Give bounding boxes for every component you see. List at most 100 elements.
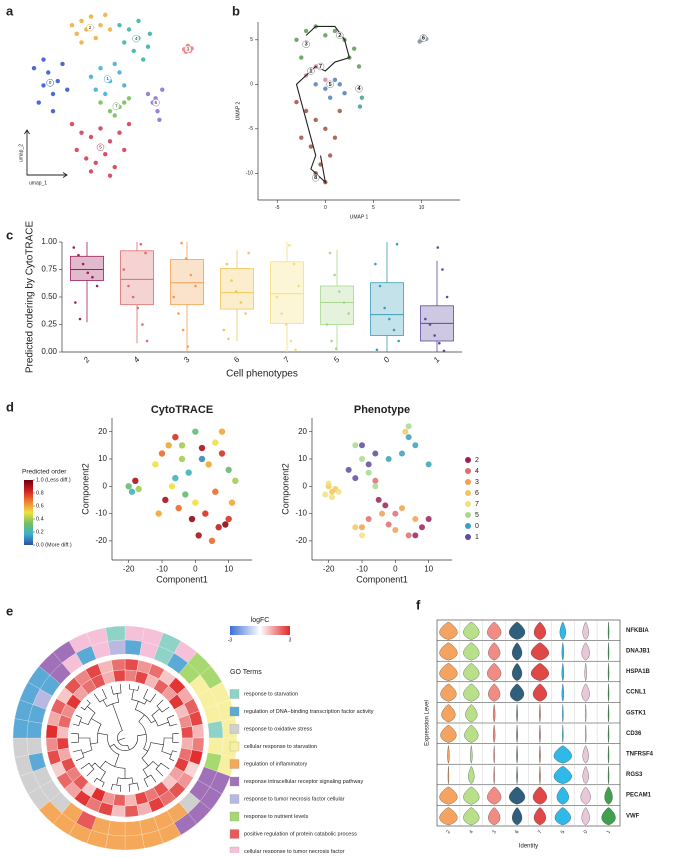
y-tick-label: 10 [98, 454, 107, 463]
violin [509, 786, 526, 805]
x-tick-label: 5 [372, 205, 375, 211]
violin [607, 621, 610, 640]
point [65, 87, 70, 92]
violin [539, 704, 541, 723]
point [412, 442, 419, 449]
x-tick-label: 0 [193, 565, 198, 574]
y-tick-label: -5 [249, 126, 254, 132]
violin [533, 807, 547, 826]
point [198, 455, 206, 463]
point [122, 83, 127, 88]
point [46, 70, 51, 75]
violin [607, 663, 610, 681]
point [383, 306, 386, 310]
violin [510, 683, 525, 702]
violin [439, 786, 458, 805]
point [208, 537, 216, 545]
point [79, 130, 84, 135]
legend-swatch [465, 479, 471, 485]
point [228, 499, 236, 506]
point [50, 109, 56, 114]
point [41, 83, 46, 88]
violin [447, 766, 450, 784]
logfc-cell [124, 793, 137, 807]
legend-swatch [229, 829, 240, 839]
point [372, 477, 379, 484]
go-cell [12, 718, 29, 739]
point [372, 483, 379, 490]
point [323, 77, 328, 83]
go-cell [124, 639, 143, 656]
violin [463, 642, 480, 661]
point [289, 339, 293, 343]
point [342, 91, 347, 96]
logfc-cell [191, 737, 205, 752]
colorbar-tick-label: 0.2 [36, 529, 44, 535]
point [81, 262, 85, 266]
point [122, 268, 126, 271]
point [194, 284, 197, 288]
y-tick-label: -20 [95, 536, 107, 545]
point [375, 348, 379, 352]
violin [607, 766, 610, 784]
point [77, 253, 80, 257]
legend-label: 1 [475, 534, 479, 541]
x-tick-label: 2 [81, 355, 92, 365]
x-axis-label: Component1 [156, 574, 208, 584]
violin [463, 663, 480, 681]
violin [582, 621, 589, 640]
point [388, 317, 391, 321]
point [78, 317, 82, 321]
violin [516, 704, 518, 723]
point [359, 95, 365, 100]
logfc-tick-label: 3 [289, 637, 292, 643]
gene-label: NFKBIA [626, 628, 649, 634]
point [385, 455, 392, 462]
cluster-label: 6 [155, 100, 158, 105]
point [352, 475, 359, 482]
x-tick-label: 5 [332, 355, 342, 365]
box [220, 267, 254, 310]
violin [581, 807, 590, 826]
legend-swatch [229, 846, 240, 857]
violin [539, 724, 541, 743]
point [325, 480, 332, 487]
x-tick-label: 1 [606, 829, 613, 835]
point [329, 494, 335, 501]
node [419, 34, 428, 42]
point [218, 450, 226, 457]
violin [585, 724, 587, 743]
point [158, 450, 166, 457]
gene-label: GSTK1 [626, 710, 647, 716]
node [336, 31, 344, 40]
point [36, 100, 41, 105]
y-tick-label: 0 [250, 82, 253, 88]
point [424, 317, 427, 321]
violin [581, 683, 590, 702]
point [141, 323, 144, 326]
point [107, 27, 113, 32]
point [225, 466, 232, 474]
go-cell [124, 625, 145, 642]
point [442, 349, 446, 353]
cluster-badge [184, 45, 192, 54]
cluster-label: 4 [135, 36, 138, 41]
x-tick-label: -5 [275, 205, 280, 211]
point [412, 532, 419, 539]
panel-label: f [416, 597, 421, 612]
legend-label: response intracellular receptor signalin… [244, 779, 363, 785]
violin [511, 642, 523, 661]
box [170, 259, 204, 306]
point [441, 268, 444, 271]
point [280, 312, 283, 315]
point [399, 505, 405, 512]
point [122, 40, 127, 45]
logfc-cell [111, 804, 126, 818]
point [128, 488, 136, 495]
go-cell [207, 720, 224, 739]
x-tick-label: 0 [382, 355, 392, 365]
legend-swatch [229, 776, 240, 787]
cluster-badge [103, 75, 112, 83]
point [182, 491, 189, 498]
legend-label: response to oxidative stress [244, 726, 312, 732]
